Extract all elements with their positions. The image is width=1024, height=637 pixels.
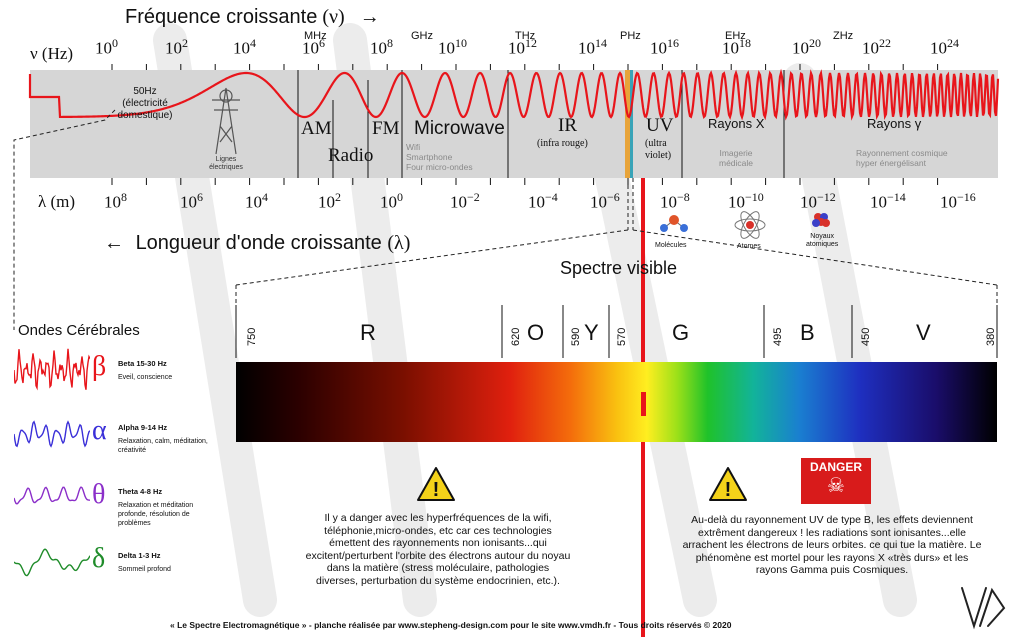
brainwave-trace (14, 548, 90, 577)
danger-sign: DANGER ☠ (801, 458, 871, 504)
visible-letter: B (800, 320, 815, 345)
brainwave-symbol: δ (92, 543, 106, 574)
brainwave-name: Alpha 9-14 Hz (118, 423, 168, 432)
microwave-label: Microwave (414, 118, 505, 139)
fm-label: FM (372, 118, 400, 139)
uv-label: UV (646, 115, 674, 136)
wavelength-tick: 10−8 (660, 190, 690, 212)
frequency-tick: 1010 (438, 36, 467, 58)
ir-label: IR (558, 115, 577, 136)
brainwave-symbol: β (92, 351, 107, 382)
brainwave-symbol: α (92, 415, 107, 446)
brainwave-trace (14, 420, 90, 448)
visible-marker (641, 392, 646, 416)
visible-letter: O (527, 320, 545, 345)
footer: « Le Spectre Electromagnétique » - planc… (170, 620, 732, 630)
frequency-tick: 104 (233, 36, 256, 58)
right-warning-text: Au-delà du rayonnement UV de type B, les… (682, 514, 982, 576)
frequency-unit: GHz (411, 30, 433, 42)
vmdh-logo (961, 587, 1006, 630)
frequency-tick: 1020 (792, 36, 821, 58)
brainwave-desc: Relaxation, calm, méditation, créativité (118, 438, 208, 454)
brainwave-trace (14, 348, 90, 391)
frequency-tick: 1016 (650, 36, 679, 58)
frequency-tick: 1022 (862, 36, 891, 58)
xray-label: Rayons X (708, 116, 765, 131)
electricity-label: 50Hz (électricité domestique) (117, 86, 173, 121)
frequency-tick: 1018 (722, 36, 751, 58)
svg-text:!: ! (433, 479, 440, 501)
visible-letter: G (672, 320, 690, 345)
atoms-label: Atomes (737, 243, 761, 250)
uv-sub: (ultra violet) (645, 138, 672, 161)
wavelength-tick: 10−12 (800, 190, 836, 212)
warning-icon: ! (417, 467, 455, 501)
wavelength-tick: 10−2 (450, 190, 480, 212)
frequency-tick: 106 (302, 36, 325, 58)
atom-icon (734, 211, 766, 239)
pylon-icon (212, 87, 240, 155)
brainwave-name: Theta 4-8 Hz (118, 487, 163, 496)
frequency-tick: 100 (95, 36, 118, 58)
brainwave-trace (14, 486, 90, 505)
brainwaves-title: Ondes Cérébrales (18, 322, 140, 339)
wavelength-axis-label: λ (m) (38, 192, 76, 211)
wavelength-tick: 108 (104, 190, 127, 212)
visible-letter: R (360, 320, 376, 345)
frequency-unit: PHz (620, 30, 641, 42)
brainwave-desc: Sommeil profond (118, 566, 171, 573)
frequency-tick: 102 (165, 36, 188, 58)
wavelength-tick: 10−4 (528, 190, 558, 212)
am-label: AM (301, 118, 332, 139)
visible-letter: Y (584, 320, 599, 345)
microwave-uses: Wifi Smartphone Four micro-ondes (406, 142, 473, 172)
brainwave-desc: Eveil, conscience (118, 374, 173, 381)
lignes-label: Lignes électriques (209, 156, 243, 171)
molecules-label: Molécules (655, 242, 687, 249)
frequency-unit: EHz (725, 30, 746, 42)
frequency-axis-label: ν (Hz) (30, 44, 74, 63)
frequency-tick: 1024 (930, 36, 959, 58)
gamma-sub: Rayonnement cosmique hyper énergélisant (856, 148, 948, 168)
brainwave-desc: Relaxation et méditation profonde, résol… (118, 502, 194, 527)
wavelength-tick: 10−14 (870, 190, 906, 212)
visible-title: Spectre visible (560, 258, 678, 278)
gamma-label: Rayons γ (867, 116, 922, 131)
molecule-icon (660, 215, 688, 232)
ir-sub: (infra rouge) (537, 138, 588, 149)
visible-letter: V (916, 320, 931, 345)
skull-icon: ☠ (827, 475, 845, 497)
wavelength-tick: 10−6 (590, 190, 620, 212)
wavelength-title: ← Longueur d'onde croissante (λ) (104, 232, 411, 254)
visible-gradient (236, 362, 997, 442)
brainwave-name: Delta 1-3 Hz (118, 551, 161, 560)
wavelength-tick: 10−10 (728, 190, 764, 212)
frequency-tick: 108 (370, 36, 393, 58)
brainwave-name: Beta 15-30 Hz (118, 359, 167, 368)
radio-label: Radio (328, 145, 374, 166)
wavelength-tick: 104 (245, 190, 268, 212)
frequency-tick: 1014 (578, 36, 607, 58)
xray-sub: Imagerie médicale (719, 148, 754, 168)
wavelength-tick: 100 (380, 190, 403, 212)
wavelength-tick: 10−16 (940, 190, 976, 212)
frequency-unit: MHz (304, 30, 327, 42)
brainwave-symbol: θ (92, 479, 106, 510)
wavelength-tick: 106 (180, 190, 203, 212)
frequency-unit: THz (515, 30, 536, 42)
nuclei-label: Noyaux atomiques (806, 233, 839, 248)
wavelength-tick: 102 (318, 190, 341, 212)
frequency-unit: ZHz (833, 30, 854, 42)
warning-icon-right: ! (709, 467, 747, 501)
svg-text:!: ! (725, 479, 732, 501)
left-warning-text: Il y a danger avec les hyperfréquences d… (305, 512, 571, 587)
frequency-title: Fréquence croissante (ν) → (125, 6, 380, 28)
frequency-tick: 1012 (508, 36, 537, 58)
nucleus-icon (812, 213, 830, 227)
